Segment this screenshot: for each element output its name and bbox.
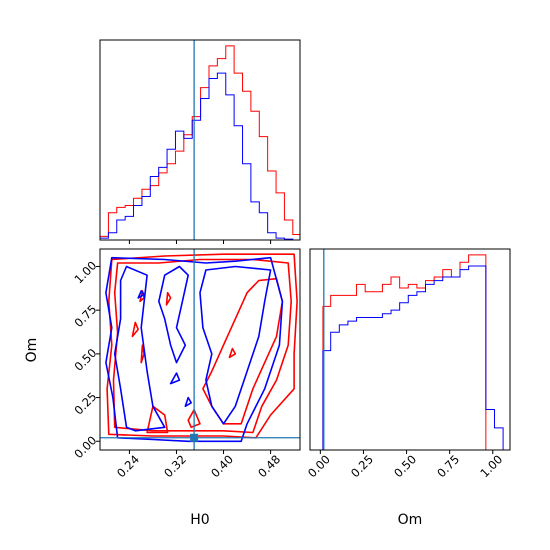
joint-truth-marker (190, 433, 199, 442)
om-marginal-tick-label: 1.00 (477, 452, 505, 480)
joint-frame (99, 248, 301, 451)
contour-series-b (105, 256, 284, 443)
contour-series-a (202, 277, 284, 425)
om-marginal-tick-label: 0.50 (391, 452, 419, 480)
contour-series-a (228, 347, 237, 359)
contour-series-b (184, 396, 192, 408)
om-marginal-axis-label: Om (398, 512, 423, 528)
om-marginal-tick-label: 0.25 (348, 452, 376, 480)
h0-axis-label: H0 (190, 512, 209, 528)
contour-series-a (131, 321, 139, 338)
om-tick-label: 0.00 (71, 433, 99, 461)
contour-series-b (169, 372, 181, 385)
h0-hist-series-a (100, 45, 300, 240)
h0-hist-clip (100, 40, 300, 240)
om-tick-label: 0.25 (71, 389, 99, 417)
contour-series-a (112, 258, 292, 434)
om-tick-label: 1.00 (71, 258, 99, 286)
contour-series-b (113, 265, 166, 432)
h0-tick-label: 0.32 (161, 452, 189, 480)
h0-marginal-panel (99, 39, 301, 244)
om-hist-series-b (310, 265, 510, 450)
h0-tick-label: 0.48 (255, 452, 283, 480)
om-tick-label: 0.50 (71, 346, 99, 374)
contour-series-a (146, 405, 169, 434)
contour-series-a (140, 344, 145, 364)
om-marginal-panel: 0.00 0.25 0.50 0.75 1.00 Om (305, 248, 511, 528)
contour-series-b (137, 290, 145, 299)
om-hist-frame (309, 248, 511, 451)
contour-series-a (165, 291, 172, 306)
om-marginal-tick-label: 0.75 (434, 452, 462, 480)
om-marginal-tick-label: 0.00 (305, 452, 333, 480)
joint-clip (100, 249, 300, 450)
contour-series-b (158, 265, 189, 364)
om-hist-clip (310, 249, 510, 450)
h0-hist-frame (99, 39, 301, 241)
om-axis-label: Om (24, 338, 40, 363)
joint-contour-panel: 0.24 0.32 0.40 0.48 0.00 0.25 0.50 0.75 1.00 H0 Om (24, 248, 301, 528)
contour-series-b (199, 265, 272, 425)
h0-tick-label: 0.24 (114, 452, 142, 480)
om-tick-label: 0.75 (71, 302, 99, 330)
h0-tick-label: 0.40 (208, 452, 236, 480)
om-hist-series-a (310, 254, 510, 450)
h0-hist-series-b (100, 72, 300, 240)
